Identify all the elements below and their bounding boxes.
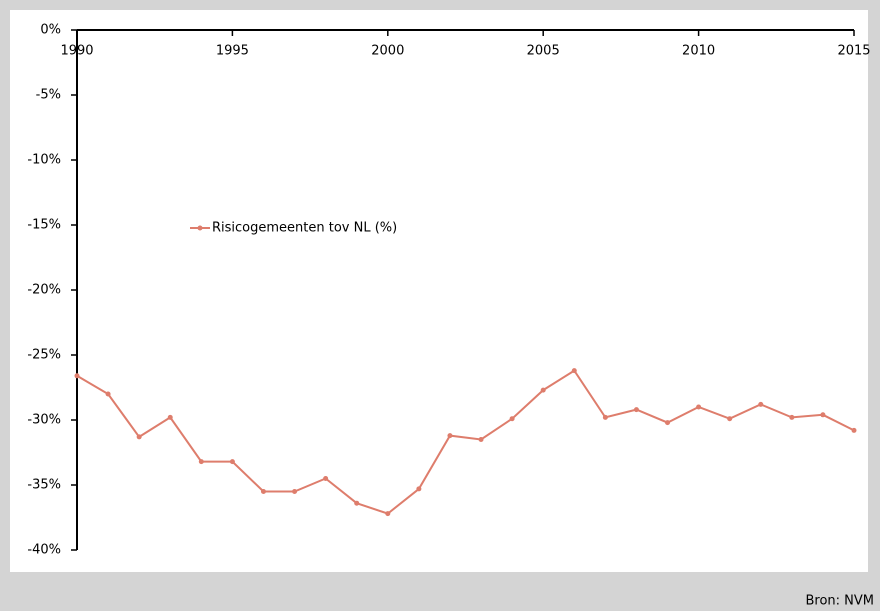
x-tick-label: 2010 <box>682 44 715 59</box>
data-point <box>478 437 484 442</box>
data-point <box>540 387 546 393</box>
data-point <box>416 486 422 492</box>
data-point <box>509 416 515 422</box>
y-tick-label: -20% <box>27 283 61 298</box>
data-point <box>229 459 235 465</box>
data-point <box>665 420 671 426</box>
data-point <box>789 414 795 420</box>
data-point <box>633 407 639 413</box>
data-point <box>758 401 764 407</box>
data-point <box>385 511 391 517</box>
data-point <box>167 414 173 420</box>
source: Bron: NVM <box>805 594 874 609</box>
y-tick-label: 0% <box>40 23 61 38</box>
y-tick-label: -40% <box>27 543 61 558</box>
data-point <box>354 500 360 506</box>
data-point <box>447 433 453 439</box>
data-point <box>198 459 204 465</box>
y-tick-label: -5% <box>36 88 61 103</box>
data-point <box>292 489 298 494</box>
data-point <box>571 368 577 374</box>
data-point <box>323 476 329 481</box>
data-point <box>696 404 702 410</box>
x-tick-label: 1995 <box>216 44 249 59</box>
data-point <box>136 434 142 440</box>
series-line <box>76 369 855 515</box>
x-tick-label: 2005 <box>527 44 560 59</box>
data-point <box>74 373 80 379</box>
legend-label: Risicogemeenten tov NL (%) <box>212 221 397 236</box>
data-point <box>851 427 857 433</box>
x-tick-label: 2015 <box>837 44 870 59</box>
plot-area <box>10 10 868 572</box>
y-tick-label: -15% <box>27 218 61 233</box>
data-point <box>602 414 608 420</box>
data-point <box>820 412 826 418</box>
y-tick-label: -10% <box>27 153 61 168</box>
x-tick-label: 1990 <box>60 44 93 59</box>
x-tick-label: 2000 <box>371 44 404 59</box>
legend-marker <box>197 225 203 231</box>
data-point <box>260 489 266 494</box>
data-point <box>105 391 111 397</box>
y-tick-label: -35% <box>27 478 61 493</box>
y-tick-label: -30% <box>27 413 61 428</box>
y-tick-label: -25% <box>27 348 61 363</box>
data-point <box>727 416 733 422</box>
